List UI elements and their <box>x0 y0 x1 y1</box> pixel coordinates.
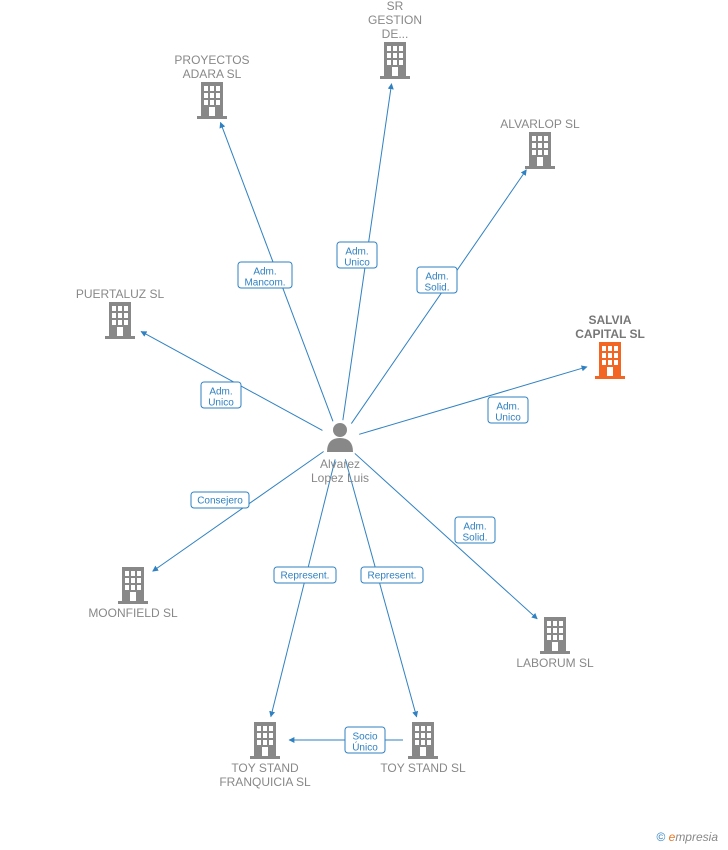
edge-label: Unico <box>495 413 521 424</box>
company-node[interactable]: SALVIACAPITAL SL <box>575 313 645 379</box>
edge-label: Adm. <box>496 402 519 413</box>
company-node[interactable]: MOONFIELD SL <box>88 567 178 620</box>
node-label: MOONFIELD SL <box>88 606 178 620</box>
edge <box>141 331 322 430</box>
node-label: DE... <box>382 27 409 41</box>
company-node[interactable]: LABORUM SL <box>516 617 594 670</box>
edge-label: Adm. <box>209 387 232 398</box>
edge-label: Consejero <box>197 496 243 507</box>
nodes-layer: PROYECTOSADARA SL SRGESTIONDE... ALVARLOP … <box>76 0 645 789</box>
edge-label: Socio <box>352 732 377 743</box>
node-label: PUERTALUZ SL <box>76 287 165 301</box>
company-node[interactable]: TOY STANDFRANQUICIA SL <box>219 722 311 789</box>
edge <box>351 170 526 424</box>
building-icon <box>525 132 555 169</box>
building-icon <box>380 42 410 79</box>
edge <box>359 367 587 435</box>
center-label: Lopez Luis <box>311 471 369 485</box>
edge-label: Unico <box>344 258 370 269</box>
copyright-symbol: © <box>656 830 665 844</box>
node-label: LABORUM SL <box>516 656 594 670</box>
node-label: GESTION <box>368 13 422 27</box>
building-icon <box>595 342 625 379</box>
center-label: Alvarez <box>320 457 360 471</box>
edge-label: Represent. <box>368 571 417 582</box>
node-label: CAPITAL SL <box>575 327 645 341</box>
footer: © empresia <box>656 830 718 844</box>
company-node[interactable]: PROYECTOSADARA SL <box>174 53 249 119</box>
edge-label: Adm. <box>253 267 276 278</box>
building-icon <box>118 567 148 604</box>
node-label: FRANQUICIA SL <box>219 775 311 789</box>
edge <box>345 459 416 717</box>
node-label: TOY STAND SL <box>380 761 466 775</box>
edge <box>271 459 335 716</box>
building-icon <box>197 82 227 119</box>
node-label: SR <box>387 0 404 13</box>
building-icon <box>105 302 135 339</box>
node-label: PROYECTOS <box>174 53 249 67</box>
network-diagram: Adm.Mancom.Adm.UnicoAdm.Solid.Adm.UnicoA… <box>0 0 728 850</box>
person-icon <box>327 423 353 452</box>
edge-label: Solid. <box>424 283 449 294</box>
edge <box>153 451 324 571</box>
edge-label: Unico <box>208 398 234 409</box>
edge-label: Adm. <box>463 522 486 533</box>
node-label: SALVIA <box>588 313 631 327</box>
edge-label: Solid. <box>462 533 487 544</box>
building-icon <box>408 722 438 759</box>
edge-label: Adm. <box>345 247 368 258</box>
edge-label: Único <box>352 741 378 754</box>
node-label: TOY STAND <box>231 761 299 775</box>
edge-label: Represent. <box>281 571 330 582</box>
node-label: ALVARLOP SL <box>500 117 580 131</box>
company-node[interactable]: TOY STAND SL <box>380 722 466 775</box>
company-node[interactable]: ALVARLOP SL <box>500 117 580 169</box>
edge-labels-layer: Adm.Mancom.Adm.UnicoAdm.Solid.Adm.UnicoA… <box>191 242 528 754</box>
building-icon <box>250 722 280 759</box>
edge-label: Adm. <box>425 272 448 283</box>
edge-label: Mancom. <box>244 278 285 289</box>
brand-rest: mpresia <box>675 830 718 844</box>
company-node[interactable]: PUERTALUZ SL <box>76 287 165 339</box>
node-label: ADARA SL <box>183 67 242 81</box>
company-node[interactable]: SRGESTIONDE... <box>368 0 422 79</box>
building-icon <box>540 617 570 654</box>
